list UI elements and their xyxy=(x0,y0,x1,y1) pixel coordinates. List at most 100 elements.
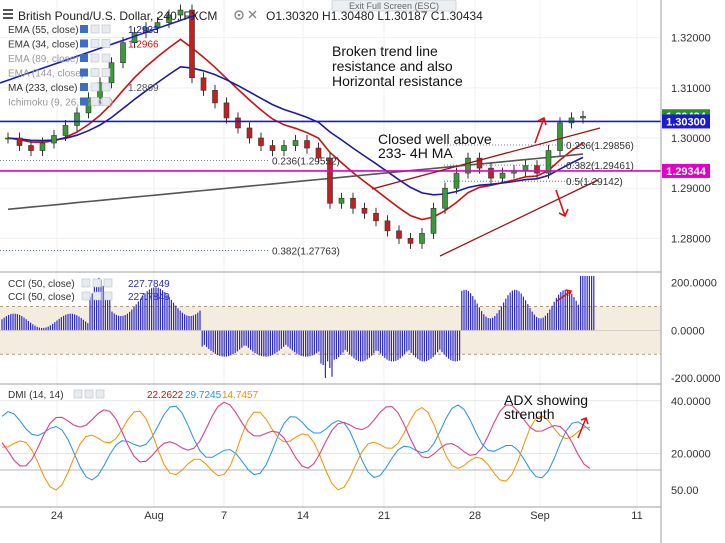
candle-body xyxy=(568,117,575,124)
settings-icon[interactable] xyxy=(92,278,102,288)
settings-icon[interactable] xyxy=(90,82,100,92)
adx-line xyxy=(1,401,591,469)
fib-label: 0.382(1.27763) xyxy=(272,246,340,257)
dmi-tick-label: 20.0000 xyxy=(671,448,711,460)
eye-icon[interactable] xyxy=(80,54,88,62)
settings-icon[interactable] xyxy=(90,24,100,34)
legend-item-label[interactable]: EMA (144, close) xyxy=(8,69,84,80)
time-tick-label: 7 xyxy=(221,510,227,522)
dmi-legend-label[interactable]: DMI (14, 14) xyxy=(8,390,64,401)
eye-icon[interactable] xyxy=(80,25,88,33)
candle-body xyxy=(315,147,322,159)
cci-pane: 200.0000 0.0000 -200.0000 xyxy=(0,275,721,385)
time-tick-label: 14 xyxy=(297,510,309,522)
eye-icon[interactable] xyxy=(80,97,88,106)
settings-icon[interactable] xyxy=(90,97,100,106)
annotation-line: 233- 4H MA xyxy=(378,145,453,161)
legend-item-label[interactable]: EMA (34, close) xyxy=(8,40,79,51)
trend-line-upper-left xyxy=(0,14,197,84)
price-badge xyxy=(662,163,710,178)
candle-body xyxy=(74,112,80,126)
cci-tick-label: -200.0000 xyxy=(671,373,721,385)
dmi-legend[interactable]: DMI (14, 14) 22.2622 29.7245 14.7457 xyxy=(8,389,259,401)
settings-icon[interactable] xyxy=(90,53,100,63)
candle-body xyxy=(407,238,414,244)
close-icon[interactable] xyxy=(101,39,111,48)
dmi-tick-label: 50.00 xyxy=(671,485,699,497)
candle-body xyxy=(51,135,57,144)
cci-legend-value: 227.7849 xyxy=(128,292,170,303)
eye-icon[interactable] xyxy=(80,83,88,91)
annotation-line: Horizontal resistance xyxy=(332,73,463,89)
candle-body xyxy=(246,127,253,139)
dmi-legend-value: 29.7245 xyxy=(185,390,222,401)
candle-body xyxy=(396,230,402,239)
candle-body xyxy=(327,157,333,204)
settings-icon[interactable] xyxy=(84,389,94,399)
eye-icon[interactable] xyxy=(80,39,88,48)
ohlc-values: O1.30320 H1.30480 L1.30187 C1.30434 xyxy=(266,9,483,23)
cci-tick-label: 0.0000 xyxy=(671,325,705,337)
price-tick-label: 1.31000 xyxy=(671,83,711,95)
dmi-tick-label: 40.0000 xyxy=(671,396,711,408)
channel-line-upper xyxy=(371,127,601,190)
exit-fullscreen-button[interactable] xyxy=(331,0,457,12)
arrow-down-icon xyxy=(555,189,569,218)
close-icon[interactable] xyxy=(95,389,105,399)
price-tick-label: 1.28000 xyxy=(671,233,711,245)
candle-body xyxy=(430,207,437,234)
symbol-title[interactable]: British Pound/U.S. Dollar, 240, FXCM xyxy=(18,9,217,23)
candle-body xyxy=(223,102,230,119)
legend-item-label[interactable]: EMA (89, close) xyxy=(8,54,79,65)
trend-drawings xyxy=(0,14,661,257)
candle-body xyxy=(338,197,345,204)
settings-icon[interactable] xyxy=(92,291,102,301)
candle-body xyxy=(292,140,299,146)
candle-body xyxy=(258,137,264,146)
eye-icon[interactable] xyxy=(81,291,91,301)
close-icon[interactable] xyxy=(101,24,111,34)
price-axis[interactable]: 1.32000 1.31000 1.30000 1.29000 1.28000 xyxy=(671,33,711,246)
close-icon[interactable] xyxy=(248,10,257,19)
eye-icon[interactable] xyxy=(81,278,91,288)
settings-icon[interactable] xyxy=(90,68,100,77)
candle-body xyxy=(361,207,368,214)
fib-label: 0.382(1.29461) xyxy=(566,161,634,172)
cci-tick-label: 200.0000 xyxy=(671,278,717,290)
legend-item-label[interactable]: Ichimoku (9, 26, 52, 26) xyxy=(8,98,113,109)
eye-icon[interactable] xyxy=(80,68,88,77)
time-axis[interactable]: 24 Aug 7 14 21 28 Sep 11 xyxy=(51,510,643,522)
close-icon[interactable] xyxy=(103,291,113,301)
candle-body xyxy=(419,233,425,244)
close-icon[interactable] xyxy=(103,278,113,288)
arrow-up-icon xyxy=(556,289,573,302)
annotation-broken-trend: Broken trend line resistance and also Ho… xyxy=(332,43,463,89)
eye-icon[interactable] xyxy=(73,389,83,399)
gear-icon[interactable] xyxy=(234,10,244,20)
fib-label: 0.5(1.29142) xyxy=(566,177,623,188)
settings-icon[interactable] xyxy=(90,39,100,48)
close-icon[interactable] xyxy=(101,97,111,106)
legend-item-value: 1.2869 xyxy=(128,83,159,94)
candle-body xyxy=(545,150,552,174)
close-icon[interactable] xyxy=(101,53,111,63)
close-icon[interactable] xyxy=(101,68,111,77)
price-badge-label: 1.30300 xyxy=(666,116,706,128)
indicator-legend[interactable]: EMA (55, close) 1.2933 EMA (34, close) 1.29… xyxy=(8,24,159,109)
cci-legend-label[interactable]: CCI (50, close) xyxy=(8,279,75,290)
cci-legend[interactable]: CCI (50, close) 227.7849 CCI (50, close) 22… xyxy=(8,278,170,303)
time-tick-label: Sep xyxy=(530,510,550,522)
legend-item-label[interactable]: EMA (55, close) xyxy=(8,25,79,36)
cci-legend-label[interactable]: CCI (50, close) xyxy=(8,292,75,303)
grid-lines xyxy=(0,0,661,507)
candle-body xyxy=(522,165,529,171)
legend-item-label[interactable]: MA (233, close) xyxy=(8,83,77,94)
close-icon[interactable] xyxy=(101,82,111,92)
candle-body xyxy=(534,165,540,174)
exit-fullscreen-label[interactable]: Exit Full Screen (ESC) xyxy=(349,1,439,11)
candle-body xyxy=(488,167,494,179)
candle-body xyxy=(557,122,563,151)
arrow-up-icon xyxy=(577,417,589,439)
